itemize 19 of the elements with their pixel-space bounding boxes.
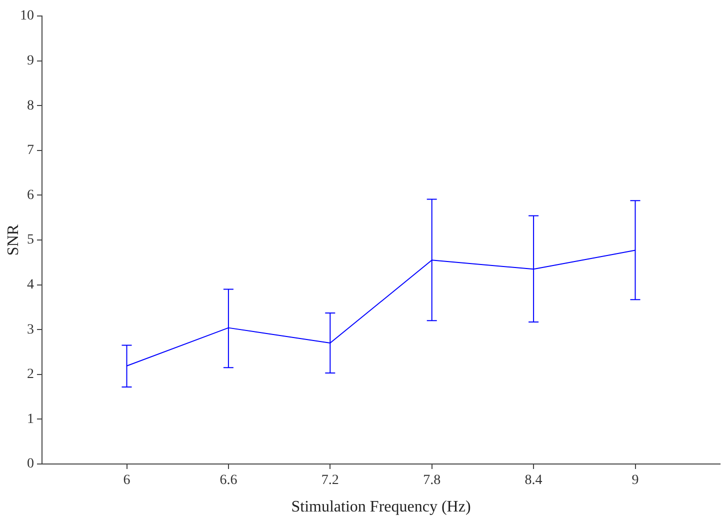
y-tick-label: 3 — [27, 322, 34, 338]
y-tick-label: 0 — [27, 456, 34, 472]
y-tick-label: 8 — [27, 98, 34, 114]
y-tick-label: 1 — [27, 412, 34, 427]
x-tick-label: 7.8 — [423, 473, 441, 488]
y-tick-label: 5 — [27, 232, 34, 248]
y-tick-label: 6 — [27, 188, 34, 203]
x-tick-label: 9 — [632, 473, 639, 488]
y-axis-title: SNR — [4, 224, 22, 256]
y-tick-label: 10 — [20, 8, 34, 24]
x-tick-label: 8.4 — [524, 473, 542, 488]
y-tick-label: 7 — [27, 143, 34, 158]
x-tick-label: 6 — [123, 473, 130, 488]
y-tick-label: 9 — [27, 53, 34, 68]
x-tick-label: 6.6 — [220, 473, 238, 488]
x-tick-label: 7.2 — [321, 473, 339, 488]
y-tick-label: 2 — [27, 367, 34, 382]
x-axis-title: Stimulation Frequency (Hz) — [291, 498, 471, 516]
y-tick-label: 4 — [27, 277, 34, 292]
